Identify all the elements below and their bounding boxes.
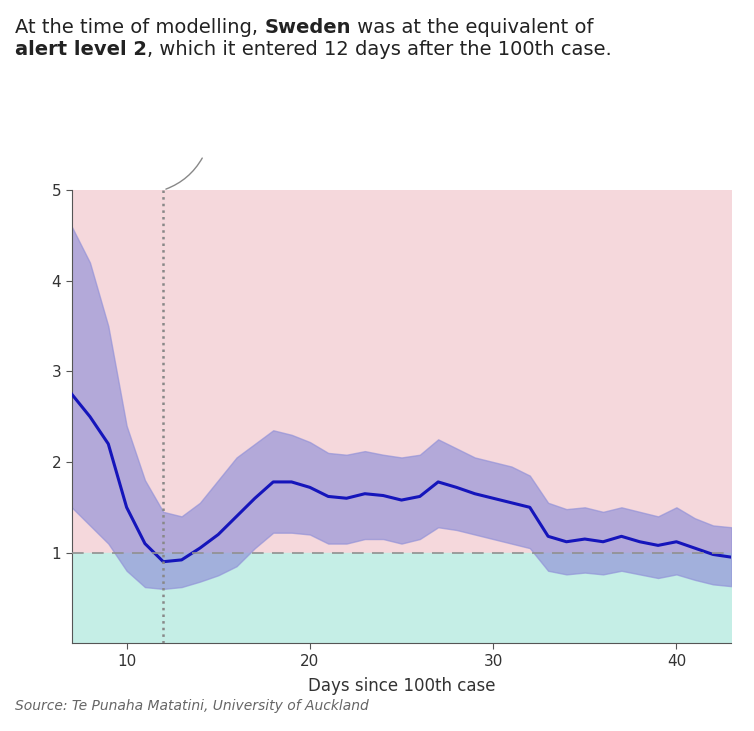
Text: was at the equivalent of: was at the equivalent of: [351, 18, 593, 37]
Text: Source: Te Punaha Matatini, University of Auckland: Source: Te Punaha Matatini, University o…: [15, 699, 369, 713]
Text: alert level 2: alert level 2: [15, 40, 147, 59]
Text: At the time of modelling,: At the time of modelling,: [15, 18, 265, 37]
X-axis label: Days since 100th case: Days since 100th case: [308, 677, 495, 695]
Text: , which it entered 12 days after the 100th case.: , which it entered 12 days after the 100…: [147, 40, 611, 59]
Text: Sweden: Sweden: [265, 18, 351, 37]
